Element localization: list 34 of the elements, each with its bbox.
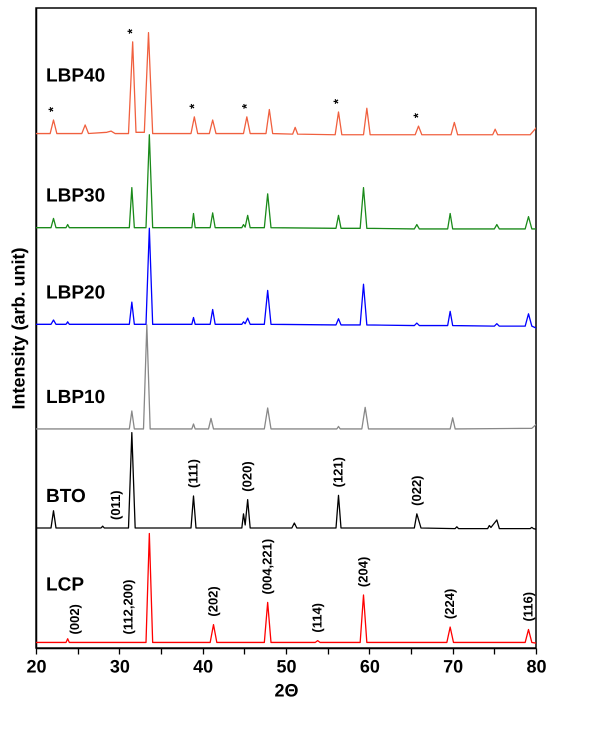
text: LCP [46, 574, 84, 596]
annotation: * [330, 98, 346, 104]
y-axis-title: Intensity (arb. unit) [8, 247, 28, 410]
annotation: (011) [108, 490, 123, 520]
annotation: (020) [240, 461, 255, 492]
x-tick-label: 50 [276, 656, 297, 676]
x-tick-label: 70 [443, 656, 464, 676]
x-tick-label: 30 [110, 656, 130, 676]
annotation: (121) [330, 457, 346, 488]
series-label: LBP10 [46, 386, 106, 408]
annotation: * [238, 102, 254, 109]
annotation: * [124, 28, 140, 34]
annotation: * [410, 112, 426, 118]
annotation: (204) [356, 556, 370, 588]
x-tick-label: 60 [360, 656, 380, 676]
x-axis-title: 2Θ [274, 680, 299, 700]
annotation: (111) [186, 459, 200, 488]
annotation: (116) [520, 592, 536, 622]
annotation: (114) [310, 602, 325, 633]
series-label: BTO [46, 486, 86, 507]
x-tick-label: 40 [193, 656, 214, 676]
annotation: (022) [408, 475, 424, 506]
annotation: (112,200) [120, 580, 136, 634]
annotation: * [186, 102, 202, 109]
series-label: LBP20 [46, 282, 106, 304]
x-tick-label: 80 [526, 656, 547, 676]
annotation: (004,221) [260, 538, 275, 594]
annotation: (224) [442, 588, 458, 620]
series-label: LBP30 [46, 186, 106, 207]
annotation: * [46, 106, 60, 112]
series-label: LBP40 [46, 66, 106, 87]
annotation: (002) [67, 604, 82, 634]
x-tick-label: 20 [26, 656, 47, 676]
annotation: (202) [206, 586, 220, 617]
